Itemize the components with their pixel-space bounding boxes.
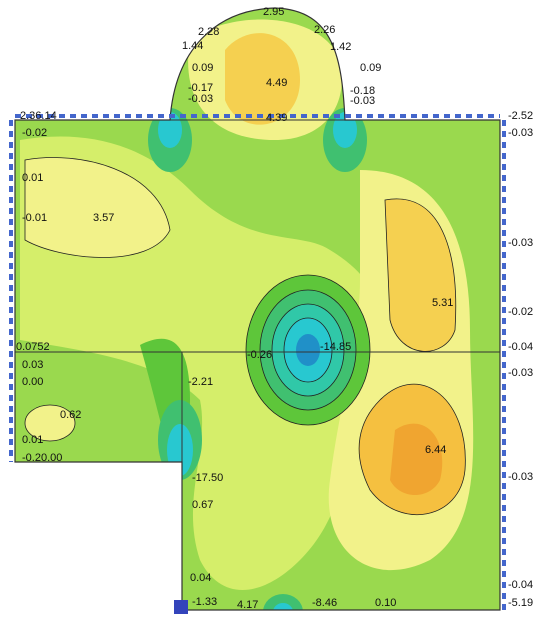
value-label: -0.18 xyxy=(350,85,375,97)
value-label: 0.03 xyxy=(22,359,43,371)
value-label: -0.20.00 xyxy=(22,452,62,464)
value-label: -0.04 xyxy=(508,341,533,353)
value-label: -0.03 xyxy=(188,93,213,105)
value-label: 0.00 xyxy=(22,376,43,388)
value-label: -0.26 xyxy=(247,349,272,361)
value-label: -2.52 xyxy=(508,110,533,122)
supports xyxy=(9,114,506,610)
value-label: -17.50 xyxy=(192,472,223,484)
value-label: -0.02 xyxy=(508,306,533,318)
value-label: 4.39 xyxy=(266,112,287,124)
contour-lines xyxy=(24,157,466,515)
value-label: -0.03 xyxy=(508,367,533,379)
value-label: 0.04 xyxy=(190,572,211,584)
value-label: 0.62 xyxy=(60,409,81,421)
value-label: 0.01 xyxy=(22,434,43,446)
value-label: 2.28 xyxy=(198,26,219,38)
value-label: 1.44 xyxy=(182,40,203,52)
value-label: -0.04 xyxy=(508,579,533,591)
value-label: -14.85 xyxy=(320,341,351,353)
beam-lines xyxy=(15,119,500,610)
value-label: 0.0752 xyxy=(16,341,50,353)
value-label: 3.57 xyxy=(93,212,114,224)
value-label: 2.36.14 xyxy=(20,110,57,122)
value-label: 0.01 xyxy=(22,172,43,184)
value-label: 2.95 xyxy=(263,6,284,18)
value-label: -0.17 xyxy=(188,82,213,94)
column xyxy=(174,600,188,614)
value-label: 4.17 xyxy=(237,599,258,611)
value-label: 0.09 xyxy=(192,62,213,74)
value-label: 2.26 xyxy=(314,24,335,36)
value-label: -0.03 xyxy=(508,471,533,483)
value-label: -8.46 xyxy=(312,597,337,609)
value-label: -0.01 xyxy=(22,212,47,224)
value-label: -2.21 xyxy=(188,376,213,388)
value-label: 4.49 xyxy=(266,77,287,89)
value-label: -0.03 xyxy=(350,95,375,107)
labels: 2.952.28 2.261.44 1.420.09 0.09-0.17 -0.18-0… xyxy=(16,6,533,611)
value-label: -0.02 xyxy=(22,127,47,139)
value-label: 0.67 xyxy=(192,499,213,511)
value-label: -1.33 xyxy=(192,596,217,608)
value-label: -0.03 xyxy=(508,127,533,139)
value-label: 6.44 xyxy=(425,444,446,456)
value-label: -5.19 xyxy=(508,597,533,609)
value-label: 0.09 xyxy=(360,62,381,74)
value-label: 5.31 xyxy=(432,297,453,309)
value-label: 0.10 xyxy=(375,597,396,609)
value-label: -0.03 xyxy=(508,237,533,249)
value-label: 1.42 xyxy=(330,41,351,53)
